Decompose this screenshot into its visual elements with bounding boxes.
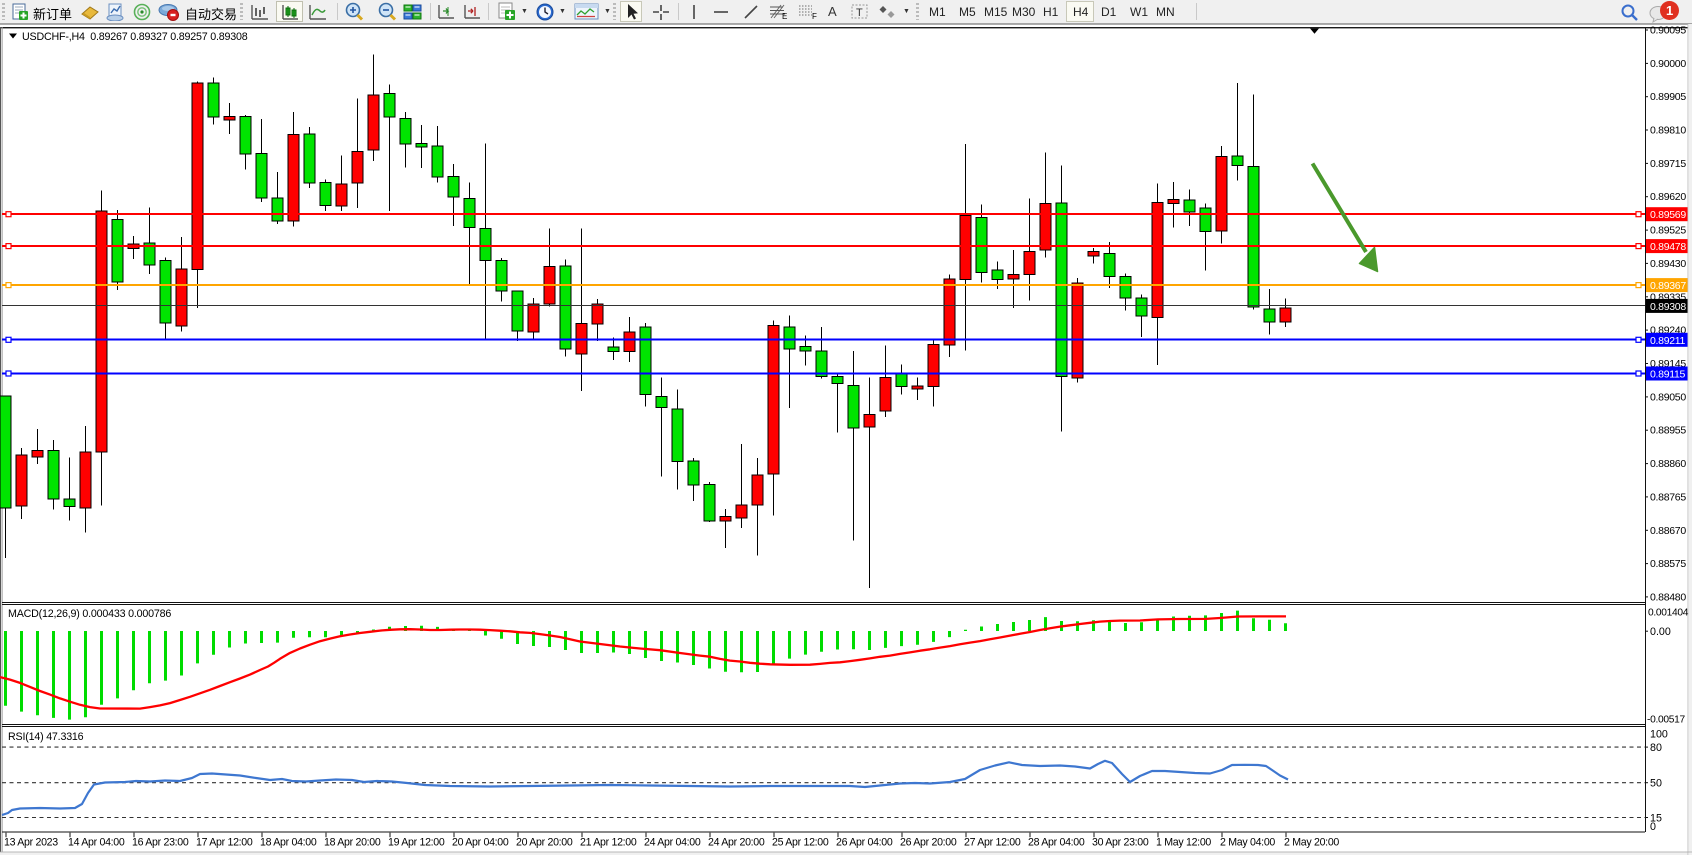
- svg-text:20 Apr 04:00: 20 Apr 04:00: [452, 837, 509, 849]
- svg-text:0.88955: 0.88955: [1650, 425, 1686, 437]
- svg-text:18 Apr 04:00: 18 Apr 04:00: [260, 837, 317, 849]
- svg-text:0.89525: 0.89525: [1650, 225, 1686, 237]
- svg-text:14 Apr 04:00: 14 Apr 04:00: [68, 837, 125, 849]
- svg-text:0.89115: 0.89115: [1650, 369, 1686, 381]
- svg-text:0.89430: 0.89430: [1650, 258, 1686, 270]
- svg-text:2 May 04:00: 2 May 04:00: [1220, 837, 1275, 849]
- svg-text:T: T: [856, 7, 863, 19]
- svg-text:USDCHF-,H4 0.89267 0.89327 0.: USDCHF-,H4 0.89267 0.89327 0.89257 0.893…: [22, 31, 248, 43]
- svg-text:26 Apr 04:00: 26 Apr 04:00: [836, 837, 893, 849]
- svg-text:0.89478: 0.89478: [1650, 241, 1686, 253]
- svg-text:24 Apr 04:00: 24 Apr 04:00: [644, 837, 701, 849]
- svg-text:21 Apr 12:00: 21 Apr 12:00: [580, 837, 637, 849]
- svg-text:MACD(12,26,9) 0.000433 0.00078: MACD(12,26,9) 0.000433 0.000786: [8, 608, 171, 620]
- svg-text:RSI(14) 47.3316: RSI(14) 47.3316: [8, 731, 84, 743]
- svg-text:50: 50: [1650, 778, 1662, 790]
- svg-text:0.88860: 0.88860: [1650, 458, 1686, 470]
- svg-text:0.89211: 0.89211: [1650, 335, 1686, 347]
- svg-text:0.00: 0.00: [1650, 626, 1671, 638]
- svg-text:28 Apr 04:00: 28 Apr 04:00: [1028, 837, 1085, 849]
- svg-text:0.001404: 0.001404: [1648, 608, 1689, 619]
- svg-text:0.89367: 0.89367: [1650, 280, 1686, 292]
- svg-text:25 Apr 12:00: 25 Apr 12:00: [772, 837, 829, 849]
- svg-text:30 Apr 23:00: 30 Apr 23:00: [1092, 837, 1149, 849]
- svg-text:1 May 12:00: 1 May 12:00: [1156, 837, 1211, 849]
- svg-text:15: 15: [1650, 813, 1662, 825]
- svg-text:0.88765: 0.88765: [1650, 491, 1686, 503]
- svg-text:0.88480: 0.88480: [1650, 591, 1686, 603]
- svg-text:80: 80: [1650, 742, 1662, 754]
- svg-text:13 Apr 2023: 13 Apr 2023: [4, 837, 58, 849]
- svg-text:24 Apr 20:00: 24 Apr 20:00: [708, 837, 765, 849]
- svg-text:E: E: [782, 12, 787, 21]
- svg-text:17 Apr 12:00: 17 Apr 12:00: [196, 837, 253, 849]
- svg-text:0.90000: 0.90000: [1650, 58, 1686, 70]
- svg-text:0.89050: 0.89050: [1650, 391, 1686, 403]
- svg-text:0.89810: 0.89810: [1650, 125, 1686, 137]
- svg-text:F: F: [812, 12, 817, 21]
- svg-text:0.88670: 0.88670: [1650, 525, 1686, 537]
- svg-text:0: 0: [1650, 821, 1656, 833]
- svg-text:16 Apr 23:00: 16 Apr 23:00: [132, 837, 189, 849]
- svg-text:20 Apr 20:00: 20 Apr 20:00: [516, 837, 573, 849]
- svg-text:0.90095: 0.90095: [1650, 25, 1686, 37]
- svg-text:0.89620: 0.89620: [1650, 191, 1686, 203]
- svg-text:19 Apr 12:00: 19 Apr 12:00: [388, 837, 445, 849]
- svg-text:18 Apr 20:00: 18 Apr 20:00: [324, 837, 381, 849]
- svg-text:-0.00517: -0.00517: [1647, 715, 1685, 726]
- svg-text:0.88575: 0.88575: [1650, 558, 1686, 570]
- svg-text:0.89715: 0.89715: [1650, 158, 1686, 170]
- svg-text:27 Apr 12:00: 27 Apr 12:00: [964, 837, 1021, 849]
- svg-text:0.89905: 0.89905: [1650, 91, 1686, 103]
- svg-text:26 Apr 20:00: 26 Apr 20:00: [900, 837, 957, 849]
- svg-text:2 May 20:00: 2 May 20:00: [1284, 837, 1339, 849]
- svg-text:0.89569: 0.89569: [1650, 209, 1686, 221]
- svg-text:100: 100: [1650, 729, 1668, 741]
- svg-text:0.89308: 0.89308: [1650, 301, 1686, 313]
